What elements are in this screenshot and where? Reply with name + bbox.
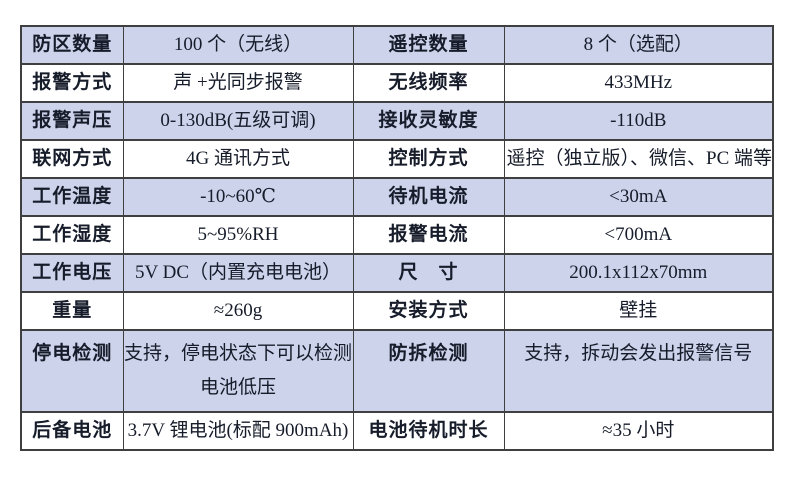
spec-value: 5V DC（内置充电电池） — [122, 253, 353, 292]
spec-value: -10~60℃ — [122, 177, 353, 216]
spec-label: 报警方式 — [21, 63, 123, 102]
spec-value: 4G 通讯方式 — [122, 139, 353, 178]
table-row: 重量 ≈260g 安装方式 壁挂 — [21, 291, 773, 330]
spec-label: 电池待机时长 — [352, 411, 504, 450]
table-row: 工作电压 5V DC（内置充电电池） 尺 寸 200.1x112x70mm — [21, 253, 773, 292]
spec-value: 支持，停电状态下可以检测电池低压 — [122, 329, 353, 412]
spec-value: <700mA — [503, 215, 773, 254]
spec-label: 后备电池 — [21, 411, 123, 450]
spec-label: 联网方式 — [21, 139, 123, 178]
spec-label: 无线频率 — [352, 63, 504, 102]
spec-label: 防拆检测 — [352, 329, 504, 412]
table-row: 联网方式 4G 通讯方式 控制方式 遥控（独立版）、微信、PC 端等 — [21, 139, 773, 178]
spec-value: 壁挂 — [503, 291, 773, 330]
table-row: 工作湿度 5~95%RH 报警电流 <700mA — [21, 215, 773, 254]
spec-value: 200.1x112x70mm — [503, 253, 773, 292]
spec-label: 防区数量 — [21, 25, 123, 64]
spec-label: 工作湿度 — [21, 215, 123, 254]
spec-value: 遥控（独立版）、微信、PC 端等 — [503, 139, 773, 178]
spec-table: 防区数量 100 个（无线） 遥控数量 8 个（选配） 报警方式 声 +光同步报… — [20, 25, 774, 451]
table-row: 后备电池 3.7V 锂电池(标配 900mAh) 电池待机时长 ≈35 小时 — [21, 411, 773, 450]
spec-label: 尺 寸 — [352, 253, 504, 292]
spec-value: 支持，拆动会发出报警信号 — [503, 329, 773, 412]
spec-label: 工作电压 — [21, 253, 123, 292]
table-row: 停电检测 支持，停电状态下可以检测电池低压 防拆检测 支持，拆动会发出报警信号 — [21, 329, 773, 412]
spec-label: 接收灵敏度 — [352, 101, 504, 140]
spec-value: 3.7V 锂电池(标配 900mAh) — [122, 411, 353, 450]
spec-label: 报警电流 — [352, 215, 504, 254]
spec-value: 5~95%RH — [122, 215, 353, 254]
spec-value: ≈260g — [122, 291, 353, 330]
spec-value: 0-130dB(五级可调) — [122, 101, 353, 140]
spec-label: 控制方式 — [352, 139, 504, 178]
spec-value: ≈35 小时 — [503, 411, 773, 450]
spec-label: 待机电流 — [352, 177, 504, 216]
table-row: 报警方式 声 +光同步报警 无线频率 433MHz — [21, 63, 773, 102]
spec-label: 安装方式 — [352, 291, 504, 330]
spec-value: 声 +光同步报警 — [122, 63, 353, 102]
table-row: 防区数量 100 个（无线） 遥控数量 8 个（选配） — [21, 25, 773, 64]
spec-value: -110dB — [503, 101, 773, 140]
spec-label: 停电检测 — [21, 329, 123, 412]
spec-value: <30mA — [503, 177, 773, 216]
spec-value: 100 个（无线） — [122, 25, 353, 64]
spec-value: 433MHz — [503, 63, 773, 102]
spec-label: 遥控数量 — [352, 25, 504, 64]
spec-value: 8 个（选配） — [503, 25, 773, 64]
table-row: 报警声压 0-130dB(五级可调) 接收灵敏度 -110dB — [21, 101, 773, 140]
spec-label: 报警声压 — [21, 101, 123, 140]
table-row: 工作温度 -10~60℃ 待机电流 <30mA — [21, 177, 773, 216]
spec-label: 重量 — [21, 291, 123, 330]
spec-label: 工作温度 — [21, 177, 123, 216]
